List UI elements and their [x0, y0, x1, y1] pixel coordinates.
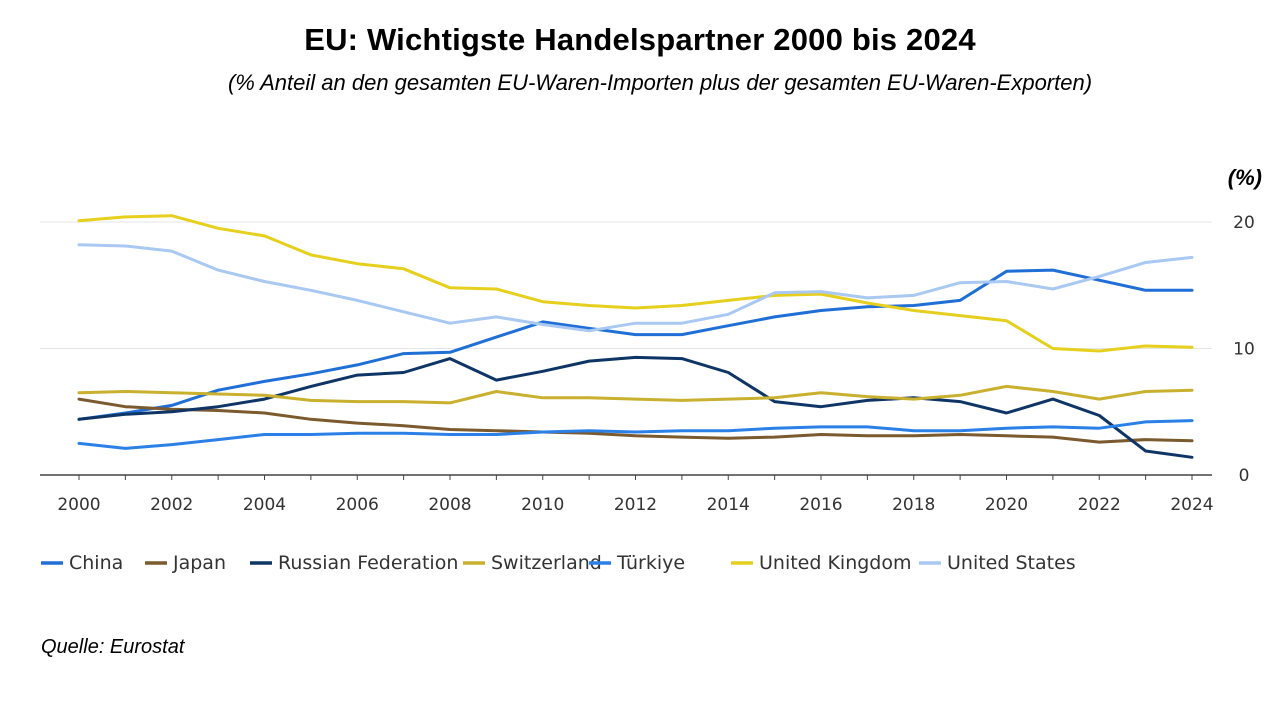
y-axis: 0 10 20 — [1233, 213, 1255, 486]
x-tick-label: 2010 — [521, 495, 564, 515]
legend-item: United States — [919, 552, 1076, 574]
series-line-china — [77, 268, 1194, 421]
y-unit-label: (%) — [1228, 165, 1262, 190]
series-line-united-states — [77, 243, 1194, 333]
series-line-t-rkiye — [77, 419, 1194, 450]
x-tick-label: 2004 — [243, 495, 286, 515]
series-line-russian-federation — [77, 355, 1194, 459]
x-tick-label: 2006 — [336, 495, 379, 515]
legend-label: Russian Federation — [278, 552, 458, 574]
legend-label: Japan — [172, 552, 226, 574]
chart-title: EU: Wichtigste Handelspartner 2000 bis 2… — [304, 22, 976, 57]
legend-item: United Kingdom — [731, 552, 912, 574]
legend-label: United States — [947, 552, 1076, 574]
legend-item: Japan — [145, 552, 226, 574]
series-line-switzerland — [77, 384, 1194, 405]
y-tick-label: 10 — [1233, 340, 1255, 360]
chart-subtitle: (% Anteil an den gesamten EU-Waren-Impor… — [227, 70, 1093, 95]
legend: China Japan Russian Federation Switzerland T… — [41, 552, 1076, 574]
plot-area — [77, 214, 1194, 459]
x-tick-label: 2024 — [1170, 495, 1213, 515]
series-line-united-kingdom — [77, 214, 1194, 353]
grid-lines — [40, 221, 1212, 349]
y-tick-label: 0 — [1239, 466, 1250, 486]
source-note: Quelle: Eurostat — [41, 636, 185, 658]
legend-item: Russian Federation — [250, 552, 458, 574]
x-tick-label: 2008 — [428, 495, 471, 515]
x-tick-label: 2020 — [985, 495, 1028, 515]
legend-label: China — [69, 552, 123, 574]
legend-item: Switzerland — [463, 552, 602, 574]
legend-item: China — [41, 552, 123, 574]
legend-label: Türkiye — [616, 552, 685, 574]
x-tick-label: 2016 — [799, 495, 842, 515]
x-tick-label: 2000 — [57, 495, 100, 515]
x-tick-label: 2014 — [707, 495, 750, 515]
legend-item: Türkiye — [589, 552, 685, 574]
x-tick-label: 2018 — [892, 495, 935, 515]
legend-label: United Kingdom — [759, 552, 912, 574]
x-tick-label: 2012 — [614, 495, 657, 515]
x-tick-label: 2002 — [150, 495, 193, 515]
legend-label: Switzerland — [491, 552, 602, 574]
x-axis: 2000 2002 2004 2006 2008 2010 2012 2014 2016 2018… — [40, 474, 1214, 515]
x-tick-label: 2022 — [1078, 495, 1121, 515]
series-line-japan — [77, 397, 1194, 444]
y-tick-label: 20 — [1233, 213, 1255, 233]
